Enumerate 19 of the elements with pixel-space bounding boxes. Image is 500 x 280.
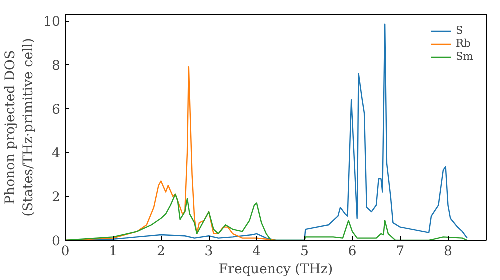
legend-label: Sm	[456, 50, 474, 63]
x-tick-label: 2	[156, 244, 166, 260]
x-tick-label: 4	[252, 244, 262, 260]
x-tick-label: 3	[204, 244, 214, 260]
x-tick-label: 1	[109, 244, 118, 260]
x-tick-label: 7	[396, 244, 405, 260]
y-tick-label: 0	[52, 234, 61, 250]
y-axis-title: Phonon projected DOS (States/THz·primitive cell)	[4, 38, 37, 217]
y-tick-label: 8	[52, 58, 61, 74]
y-tick-label: 10	[44, 15, 61, 30]
y-tick-label: 4	[52, 146, 61, 162]
legend-label: Rb	[456, 37, 472, 50]
x-tick-label: 5	[300, 244, 309, 260]
x-tick-label: 6	[348, 244, 357, 260]
x-axis-title: Frequency (THz)	[218, 262, 334, 278]
legend-label: S	[456, 24, 464, 37]
y-tick-label: 2	[52, 190, 61, 206]
y-tick-label: 6	[52, 102, 61, 118]
x-tick-label: 8	[444, 244, 452, 260]
